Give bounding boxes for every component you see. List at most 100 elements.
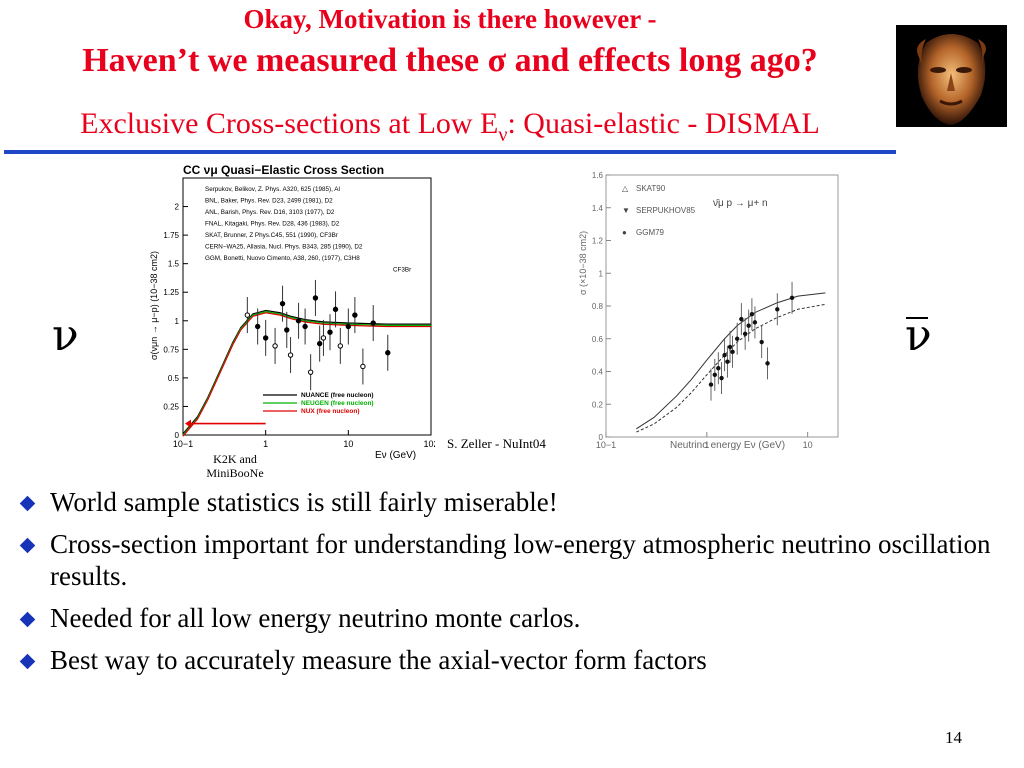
subtitle-subscript: ν: [498, 124, 508, 146]
y-tick-label: 0.6: [592, 335, 604, 344]
data-point: [730, 349, 735, 355]
data-point: [716, 366, 721, 371]
diamond-icon: [19, 653, 36, 670]
x-tick-label: 10−1: [173, 439, 193, 449]
model-legend-label: NUANCE (free nucleon): [301, 392, 374, 399]
y-tick-label: 1.25: [163, 288, 179, 297]
bullet-list: World sample statistics is still fairly …: [18, 486, 1008, 686]
y-tick-label: 0.25: [163, 402, 179, 411]
face-portrait-icon: [896, 25, 1007, 127]
title-divider: [4, 150, 896, 154]
chart-left-title: CC νμ Quasi−Elastic Cross Section: [183, 163, 384, 177]
data-point: [746, 323, 751, 328]
model-curve-lower: [636, 303, 826, 433]
y-tick-label: 0.75: [163, 345, 179, 354]
chart-right-ylabel: σ (×10−38 cm2): [578, 231, 588, 295]
data-point: [279, 300, 286, 307]
x-tick-label: 10−1: [596, 440, 616, 450]
data-point: [352, 312, 358, 318]
legend-experiment-entry: FNAL, Kitagaki, Phys. Rev. D28, 436 (198…: [205, 221, 340, 228]
data-point: [370, 320, 376, 326]
data-point: [295, 318, 302, 324]
y-tick-label: 1.75: [163, 231, 179, 240]
data-point: [332, 306, 339, 313]
k2k-miniboone-label: K2K and MiniBooNe: [190, 452, 280, 480]
legend-symbol: ▼: [622, 206, 630, 215]
model-legend-label: NUX (free nucleon): [301, 408, 360, 415]
bullet-text: Best way to accurately measure the axial…: [50, 645, 707, 675]
legend-label: SKAT90: [636, 184, 666, 193]
antineutrino-cross-section-chart: 0 0.2 0.4 0.6 0.8 1 1.2 1.4 1.6 10−1 1 10 △ SKAT90 ▼…: [578, 165, 843, 451]
slide-title-line2: Haven’t we measured these σ and effects …: [82, 42, 818, 79]
bullet-text: Needed for all low energy neutrino monte…: [50, 603, 581, 633]
data-point: [789, 295, 795, 301]
data-point: [287, 352, 294, 358]
bullet-item: Cross-section important for understandin…: [18, 528, 1008, 592]
data-point: [345, 323, 352, 330]
model-curve: [182, 312, 431, 437]
data-point: [307, 369, 314, 375]
neutrino-symbol: ν: [52, 310, 79, 361]
y-tick-label: 1: [175, 317, 180, 326]
data-point: [327, 329, 333, 335]
legend-label: SERPUKHOV85: [636, 206, 696, 215]
data-point: [722, 352, 727, 358]
subtitle-main: Exclusive Cross-sections at Low E: [80, 107, 499, 140]
data-point: [316, 340, 323, 347]
slide-subtitle: Exclusive Cross-sections at Low Eν: Quas…: [0, 107, 900, 146]
data-point: [749, 311, 755, 317]
subtitle-rest: : Quasi-elastic - DISMAL: [507, 107, 820, 140]
data-point: [734, 336, 740, 341]
x-tick-label: 1: [704, 440, 709, 450]
x-tick-label: 10: [803, 440, 813, 450]
x-tick-label: 1: [263, 439, 268, 449]
data-point: [254, 323, 261, 330]
legend-label: GGM79: [636, 228, 665, 237]
y-tick-label: 0: [175, 431, 180, 440]
data-point: [272, 343, 278, 349]
data-point: [775, 307, 780, 312]
chart-right-annotation: ν̄μ p → μ+ n: [713, 198, 768, 209]
data-point: [312, 295, 319, 301]
data-point: [752, 320, 758, 325]
y-tick-label: 0.4: [592, 368, 604, 377]
diamond-icon: [19, 537, 36, 554]
legend-experiment-entry: BNL, Baker, Phys. Rev. D23, 2499 (1981),…: [205, 198, 333, 205]
k2k-label-line2: MiniBooNe: [206, 466, 264, 480]
data-point: [244, 312, 251, 318]
y-tick-label: 0.8: [592, 302, 604, 311]
chart-right-xlabel: Neutrino energy Eν (GeV): [670, 440, 785, 450]
diamond-icon: [19, 611, 36, 628]
legend-experiment-entry: Serpukov, Belikov, Z. Phys. A320, 625 (1…: [205, 186, 340, 193]
data-point: [284, 327, 290, 333]
y-tick-label: 0: [599, 433, 604, 442]
legend-symbol: ●: [622, 228, 627, 237]
data-point: [337, 343, 344, 349]
legend-experiment-entry: SKAT, Brunner, Z Phys.C45, 551 (1990), C…: [205, 232, 338, 239]
slide-title-line1: Okay, Motivation is there however -: [243, 4, 657, 34]
data-point: [302, 323, 308, 330]
bullet-text: Cross-section important for understandin…: [50, 529, 991, 591]
bullet-text: World sample statistics is still fairly …: [50, 487, 558, 517]
data-point: [262, 335, 269, 341]
data-point: [742, 331, 748, 337]
y-tick-label: 1.2: [592, 237, 604, 246]
cc-quasi-elastic-chart: CC νμ Quasi−Elastic Cross Section Serpuk…: [145, 160, 439, 470]
data-point: [739, 316, 744, 322]
data-point: [719, 375, 724, 381]
data-point: [725, 359, 730, 364]
page-number: 14: [945, 728, 962, 747]
data-point: [320, 335, 327, 341]
bullet-item: Needed for all low energy neutrino monte…: [18, 602, 1008, 634]
data-point: [708, 382, 714, 387]
model-curve-upper: [636, 292, 826, 430]
diamond-icon: [19, 495, 36, 512]
figure-credit: S. Zeller - NuInt04: [447, 436, 546, 451]
chart-left-ylabel: σ(νμn → μ−p) (10−38 cm2): [149, 251, 159, 360]
legend-experiment-entry: CERN−WA25, Allasia, Nucl. Phys. B343, 28…: [205, 244, 363, 251]
y-tick-label: 0.5: [168, 374, 180, 383]
legend-experiment-entry: ANL, Barish, Phys. Rev. D16, 3103 (1977)…: [205, 209, 335, 216]
data-point: [727, 344, 733, 350]
arrow-head: [185, 419, 191, 428]
data-point: [712, 372, 718, 377]
